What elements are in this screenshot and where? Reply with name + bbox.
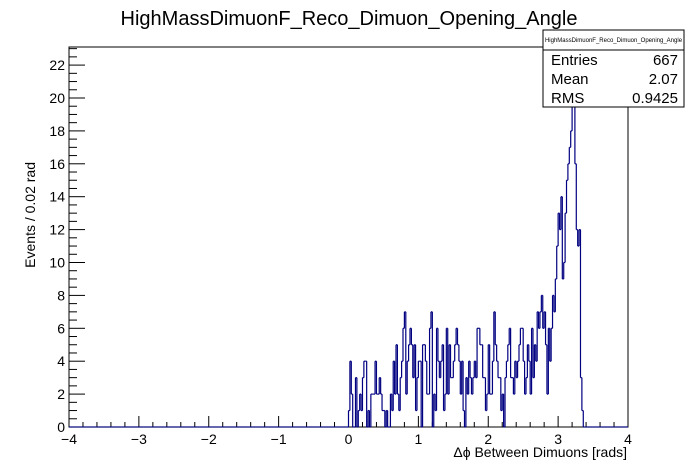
stats-entries-label: Entries bbox=[551, 52, 598, 69]
x-axis-label: Δϕ Between Dimuons [rads] bbox=[453, 444, 627, 460]
y-tick-label: 8 bbox=[57, 287, 65, 303]
stats-entries-value: 667 bbox=[653, 52, 678, 69]
x-tick-label: 0 bbox=[345, 431, 353, 447]
stats-rms-value: 0.9425 bbox=[632, 90, 678, 107]
y-tick-label: 14 bbox=[49, 189, 65, 205]
x-tick-label: 2 bbox=[484, 431, 492, 447]
x-tick-label: 1 bbox=[414, 431, 422, 447]
y-tick-label: 12 bbox=[49, 222, 65, 238]
stats-rms-label: RMS bbox=[551, 90, 584, 107]
y-tick-label: 0 bbox=[57, 419, 65, 435]
stats-mean-value: 2.07 bbox=[649, 71, 678, 88]
x-tick-label: −2 bbox=[201, 431, 217, 447]
y-axis-label: Events / 0.02 rad bbox=[22, 162, 38, 268]
x-tick-label: 3 bbox=[554, 431, 562, 447]
y-tick-label: 6 bbox=[57, 320, 65, 336]
y-tick-label: 10 bbox=[49, 254, 65, 270]
y-axis-ticks: 0 2 4 6 8 10 12 14 16 18 20 22 bbox=[49, 48, 85, 435]
stats-box: HighMassDimuonF_Reco_Dimuon_Opening_Angl… bbox=[542, 29, 685, 108]
y-tick-label: 2 bbox=[57, 386, 65, 402]
y-tick-label: 16 bbox=[49, 156, 65, 172]
stats-box-frame bbox=[542, 29, 685, 108]
x-tick-label: −4 bbox=[61, 431, 77, 447]
y-tick-label: 4 bbox=[57, 353, 65, 369]
stats-mean-label: Mean bbox=[551, 71, 589, 88]
x-tick-label: −1 bbox=[271, 431, 287, 447]
x-tick-label: −3 bbox=[131, 431, 147, 447]
y-tick-label: 20 bbox=[49, 90, 65, 106]
y-tick-label: 22 bbox=[49, 57, 65, 73]
x-axis-ticks: −4 −3 −2 −1 0 1 2 3 4 bbox=[61, 416, 632, 447]
x-tick-label: 4 bbox=[624, 431, 632, 447]
y-tick-label: 18 bbox=[49, 123, 65, 139]
histogram-bins bbox=[69, 64, 628, 428]
chart-title: HighMassDimuonF_Reco_Dimuon_Opening_Angl… bbox=[121, 8, 578, 30]
stats-box-name: HighMassDimuonF_Reco_Dimuon_Opening_Angl… bbox=[545, 38, 683, 44]
